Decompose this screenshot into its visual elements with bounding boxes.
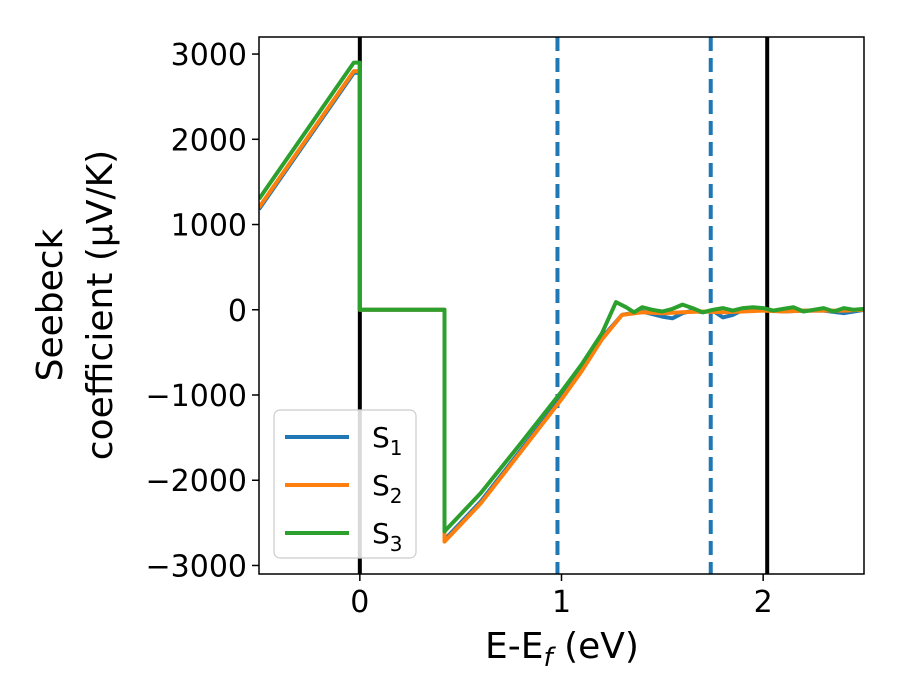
- plot-area: [259, 37, 864, 574]
- y-label-line-1: Seebeck: [30, 228, 71, 381]
- series-line-s3: [259, 60, 864, 534]
- y-label-line-2: coefficient (μV/K): [80, 150, 121, 460]
- y-tick-label: −1000: [146, 379, 247, 414]
- legend-label-s3: S3: [372, 517, 403, 556]
- y-tick-label: 2000: [171, 123, 247, 158]
- axis-ticks: 0 1 2 −3000 −2000 −1000 0 1000 2000 3000: [146, 38, 773, 620]
- x-tick-label: 2: [754, 585, 773, 620]
- y-tick-label: −3000: [146, 549, 247, 584]
- x-label-main: E-E: [485, 626, 543, 667]
- y-axis-label: Seebeck coefficient (μV/K): [30, 150, 121, 460]
- x-tick-label: 0: [350, 585, 369, 620]
- x-tick-label: 1: [552, 585, 571, 620]
- legend-label-s2: S2: [372, 469, 403, 508]
- y-tick-label: 1000: [171, 209, 247, 244]
- y-tick-label: 0: [228, 294, 247, 329]
- y-tick-label: 3000: [171, 38, 247, 73]
- legend-label-s1: S1: [372, 421, 403, 460]
- x-axis-label: E-Ef (eV): [485, 626, 639, 673]
- y-tick-label: −2000: [146, 464, 247, 499]
- x-label-unit: (eV): [553, 626, 639, 667]
- legend: S1 S2 S3: [273, 409, 417, 559]
